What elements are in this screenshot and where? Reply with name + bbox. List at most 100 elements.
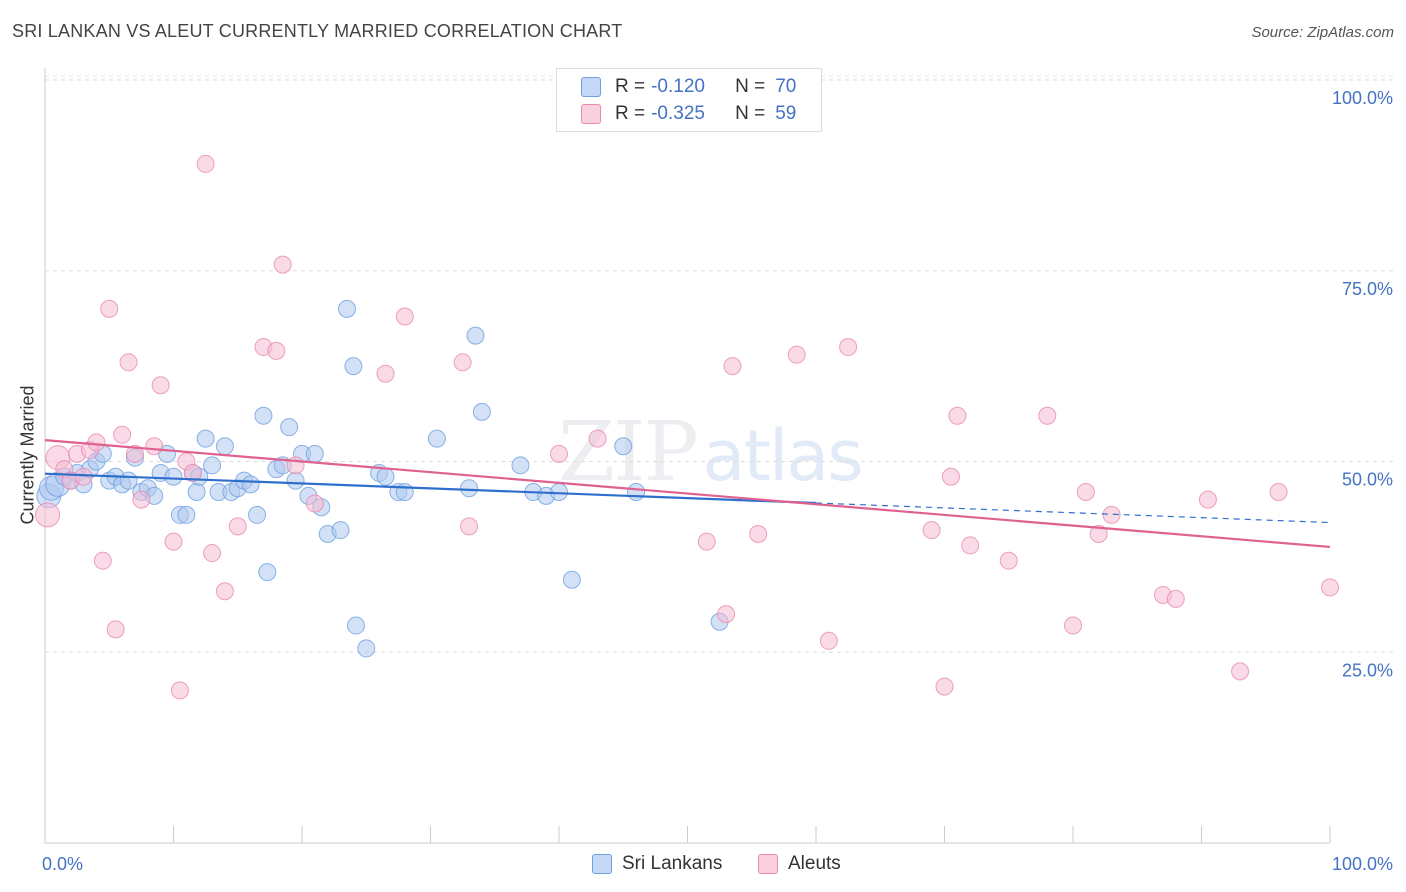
point-aleuts — [100, 299, 119, 318]
bottom-legend-swatch-blue — [592, 854, 612, 874]
point-aleuts — [145, 437, 164, 456]
point-aleuts — [839, 338, 858, 357]
point-aleuts — [717, 605, 736, 624]
point-sri-lankans — [254, 406, 273, 425]
point-aleuts — [93, 551, 112, 570]
point-sri-lankans — [346, 616, 365, 635]
point-aleuts — [697, 532, 716, 551]
bottom-legend-sri-lankans[interactable]: Sri Lankans — [592, 852, 722, 876]
data-points — [35, 154, 1339, 700]
legend-n-label: N = — [735, 103, 766, 124]
point-sri-lankans — [280, 418, 299, 437]
point-aleuts — [723, 357, 742, 376]
trend-line-sri-lankans-extrapolated — [815, 502, 1331, 524]
point-sri-lankans — [357, 639, 376, 658]
point-aleuts — [999, 551, 1018, 570]
y-tick-label: 100.0% — [1332, 88, 1393, 108]
trend-line-sri-lankans — [44, 472, 817, 505]
point-aleuts — [1269, 483, 1288, 502]
point-aleuts — [164, 532, 183, 551]
point-sri-lankans — [344, 357, 363, 376]
legend-r-label: R = — [615, 103, 646, 124]
point-sri-lankans — [427, 429, 446, 448]
point-aleuts — [1102, 505, 1121, 524]
point-sri-lankans — [337, 299, 356, 318]
point-sri-lankans — [196, 429, 215, 448]
point-sri-lankans — [248, 505, 267, 524]
point-sri-lankans — [627, 483, 646, 502]
point-sri-lankans — [562, 570, 581, 589]
point-aleuts — [203, 544, 222, 563]
point-aleuts — [151, 376, 170, 395]
point-aleuts — [1231, 662, 1250, 681]
point-aleuts — [1038, 406, 1057, 425]
point-sri-lankans — [466, 326, 485, 345]
legend-n-value: 59 — [775, 103, 797, 124]
grid-lines — [45, 75, 1393, 653]
chart-title: SRI LANKAN VS ALEUT CURRENTLY MARRIED CO… — [12, 21, 623, 41]
point-aleuts — [453, 353, 472, 372]
point-aleuts — [376, 364, 395, 383]
legend-n-label: N = — [735, 76, 766, 97]
y-tick-label: 75.0% — [1342, 279, 1393, 299]
point-aleuts — [1321, 578, 1339, 597]
legend-r-value: -0.325 — [651, 103, 705, 124]
point-sri-lankans — [241, 475, 260, 494]
source-label: Source: ZipAtlas.com — [1251, 24, 1394, 41]
point-aleuts — [170, 681, 189, 700]
legend-r-label: R = — [615, 76, 646, 97]
point-aleuts — [1064, 616, 1082, 635]
point-sri-lankans — [511, 456, 530, 475]
point-aleuts — [119, 353, 138, 372]
point-sri-lankans — [460, 479, 479, 498]
point-aleuts — [267, 341, 286, 360]
point-aleuts — [1076, 483, 1095, 502]
x-tick-label: 0.0% — [42, 854, 83, 874]
point-aleuts — [273, 255, 292, 274]
watermark-atlas: atlas — [702, 415, 864, 497]
point-sri-lankans — [376, 467, 395, 486]
point-aleuts — [588, 429, 607, 448]
point-aleuts — [286, 456, 305, 475]
bottom-legend-aleuts[interactable]: Aleuts — [758, 852, 841, 876]
point-aleuts — [395, 307, 414, 326]
legend-row-sri-lankans: R = -0.120 N = 70 — [581, 75, 796, 99]
point-aleuts — [35, 502, 61, 528]
point-aleuts — [183, 463, 202, 482]
trend-line-aleuts — [44, 439, 1331, 549]
point-aleuts — [1089, 524, 1108, 543]
trend-lines — [44, 439, 1331, 549]
point-aleuts — [215, 582, 234, 601]
point-aleuts — [941, 467, 960, 486]
point-aleuts — [305, 494, 324, 513]
point-aleuts — [113, 425, 132, 444]
bottom-legend-swatch-pink — [758, 854, 778, 874]
point-sri-lankans — [258, 563, 277, 582]
point-sri-lankans — [305, 444, 324, 463]
point-aleuts — [961, 536, 980, 555]
point-sri-lankans — [614, 437, 633, 456]
x-tick-label: 100.0% — [1332, 854, 1393, 874]
point-aleuts — [132, 490, 151, 509]
point-aleuts — [922, 521, 941, 540]
point-aleuts — [196, 154, 215, 173]
point-aleuts — [819, 631, 838, 650]
point-aleuts — [787, 345, 806, 364]
legend-r-value: -0.120 — [651, 76, 705, 97]
y-tick-label: 25.0% — [1342, 660, 1393, 680]
legend-swatch-pink — [581, 104, 601, 124]
point-aleuts — [935, 677, 954, 696]
point-sri-lankans — [177, 505, 196, 524]
stats-legend: R = -0.120 N = 70 R = -0.325 N = 59 — [556, 68, 822, 132]
y-tick-label: 50.0% — [1342, 470, 1393, 490]
point-aleuts — [1198, 490, 1217, 509]
axes — [44, 68, 1331, 844]
legend-swatch-blue — [581, 77, 601, 97]
legend-row-aleuts: R = -0.325 N = 59 — [581, 102, 796, 126]
point-sri-lankans — [472, 402, 491, 421]
point-aleuts — [948, 406, 967, 425]
point-sri-lankans — [331, 521, 350, 540]
point-aleuts — [749, 524, 768, 543]
point-sri-lankans — [164, 467, 183, 486]
